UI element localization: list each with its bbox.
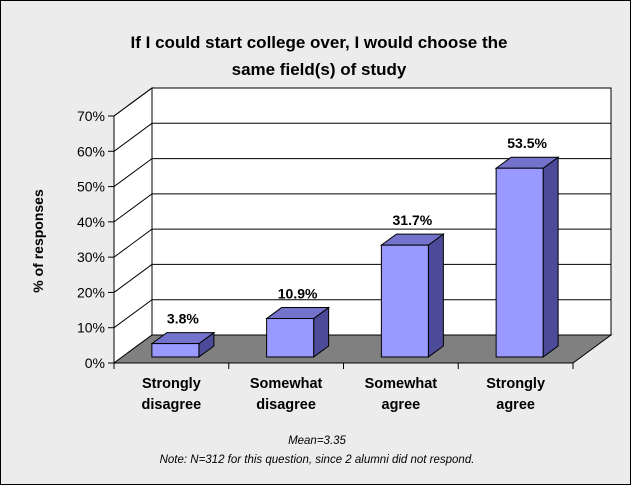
y-tick-label: 10%: [77, 320, 105, 336]
data-label: 53.5%: [507, 135, 547, 151]
gridline: [113, 193, 611, 223]
y-tick-label: 0%: [85, 355, 105, 371]
category-label: agree: [382, 397, 421, 413]
response-note: Note: N=312 for this question, since 2 a…: [160, 454, 475, 466]
gridlines: [113, 87, 611, 329]
bar-front: [266, 318, 315, 358]
bar: [150, 331, 216, 358]
bar: [379, 233, 445, 358]
category-label: agree: [496, 397, 535, 413]
category-labels: Strongly disagree Somewhat disagree Somewhat…: [142, 376, 545, 413]
bar: [265, 306, 331, 358]
bars: [150, 156, 560, 358]
bar-side: [427, 233, 444, 358]
gridline: [113, 158, 611, 187]
bar-side: [542, 156, 559, 358]
gridline: [113, 87, 611, 117]
y-tick-label: 70%: [77, 108, 105, 124]
gridline: [113, 122, 611, 152]
y-tick-label: 40%: [77, 214, 105, 230]
mean-note: Mean=3.35: [288, 435, 346, 447]
data-label: 3.8%: [167, 311, 199, 327]
y-tick-label: 30%: [77, 249, 105, 265]
bar-front: [380, 244, 429, 358]
bar: [494, 156, 560, 358]
y-tick-labels: 0% 10% 20% 30% 40% 50% 60% 70%: [77, 108, 105, 371]
side-wall: [113, 87, 153, 364]
bar-front: [495, 167, 544, 358]
gridline: [113, 299, 611, 329]
category-label: disagree: [256, 397, 316, 413]
data-label: 10.9%: [278, 286, 318, 302]
y-tick-label: 50%: [77, 179, 105, 195]
chart-title-line-1: If I could start college over, I would c…: [131, 33, 508, 52]
gridline: [113, 263, 611, 293]
y-tick-label: 60%: [77, 143, 105, 159]
category-label: Somewhat: [365, 376, 438, 392]
y-axis-label: % of responses: [30, 189, 46, 293]
bar-front: [151, 343, 200, 358]
category-label: Somewhat: [250, 376, 323, 392]
value-axis: [108, 115, 574, 369]
data-labels: 3.8% 10.9% 31.7% 53.5%: [167, 135, 548, 326]
category-label: Strongly: [142, 376, 201, 392]
data-label: 31.7%: [393, 212, 433, 228]
chart-title-line-2: same field(s) of study: [232, 60, 407, 79]
y-tick-label: 20%: [77, 284, 105, 300]
category-label: disagree: [142, 397, 202, 413]
category-label: Strongly: [486, 376, 545, 392]
gridline: [113, 228, 611, 258]
